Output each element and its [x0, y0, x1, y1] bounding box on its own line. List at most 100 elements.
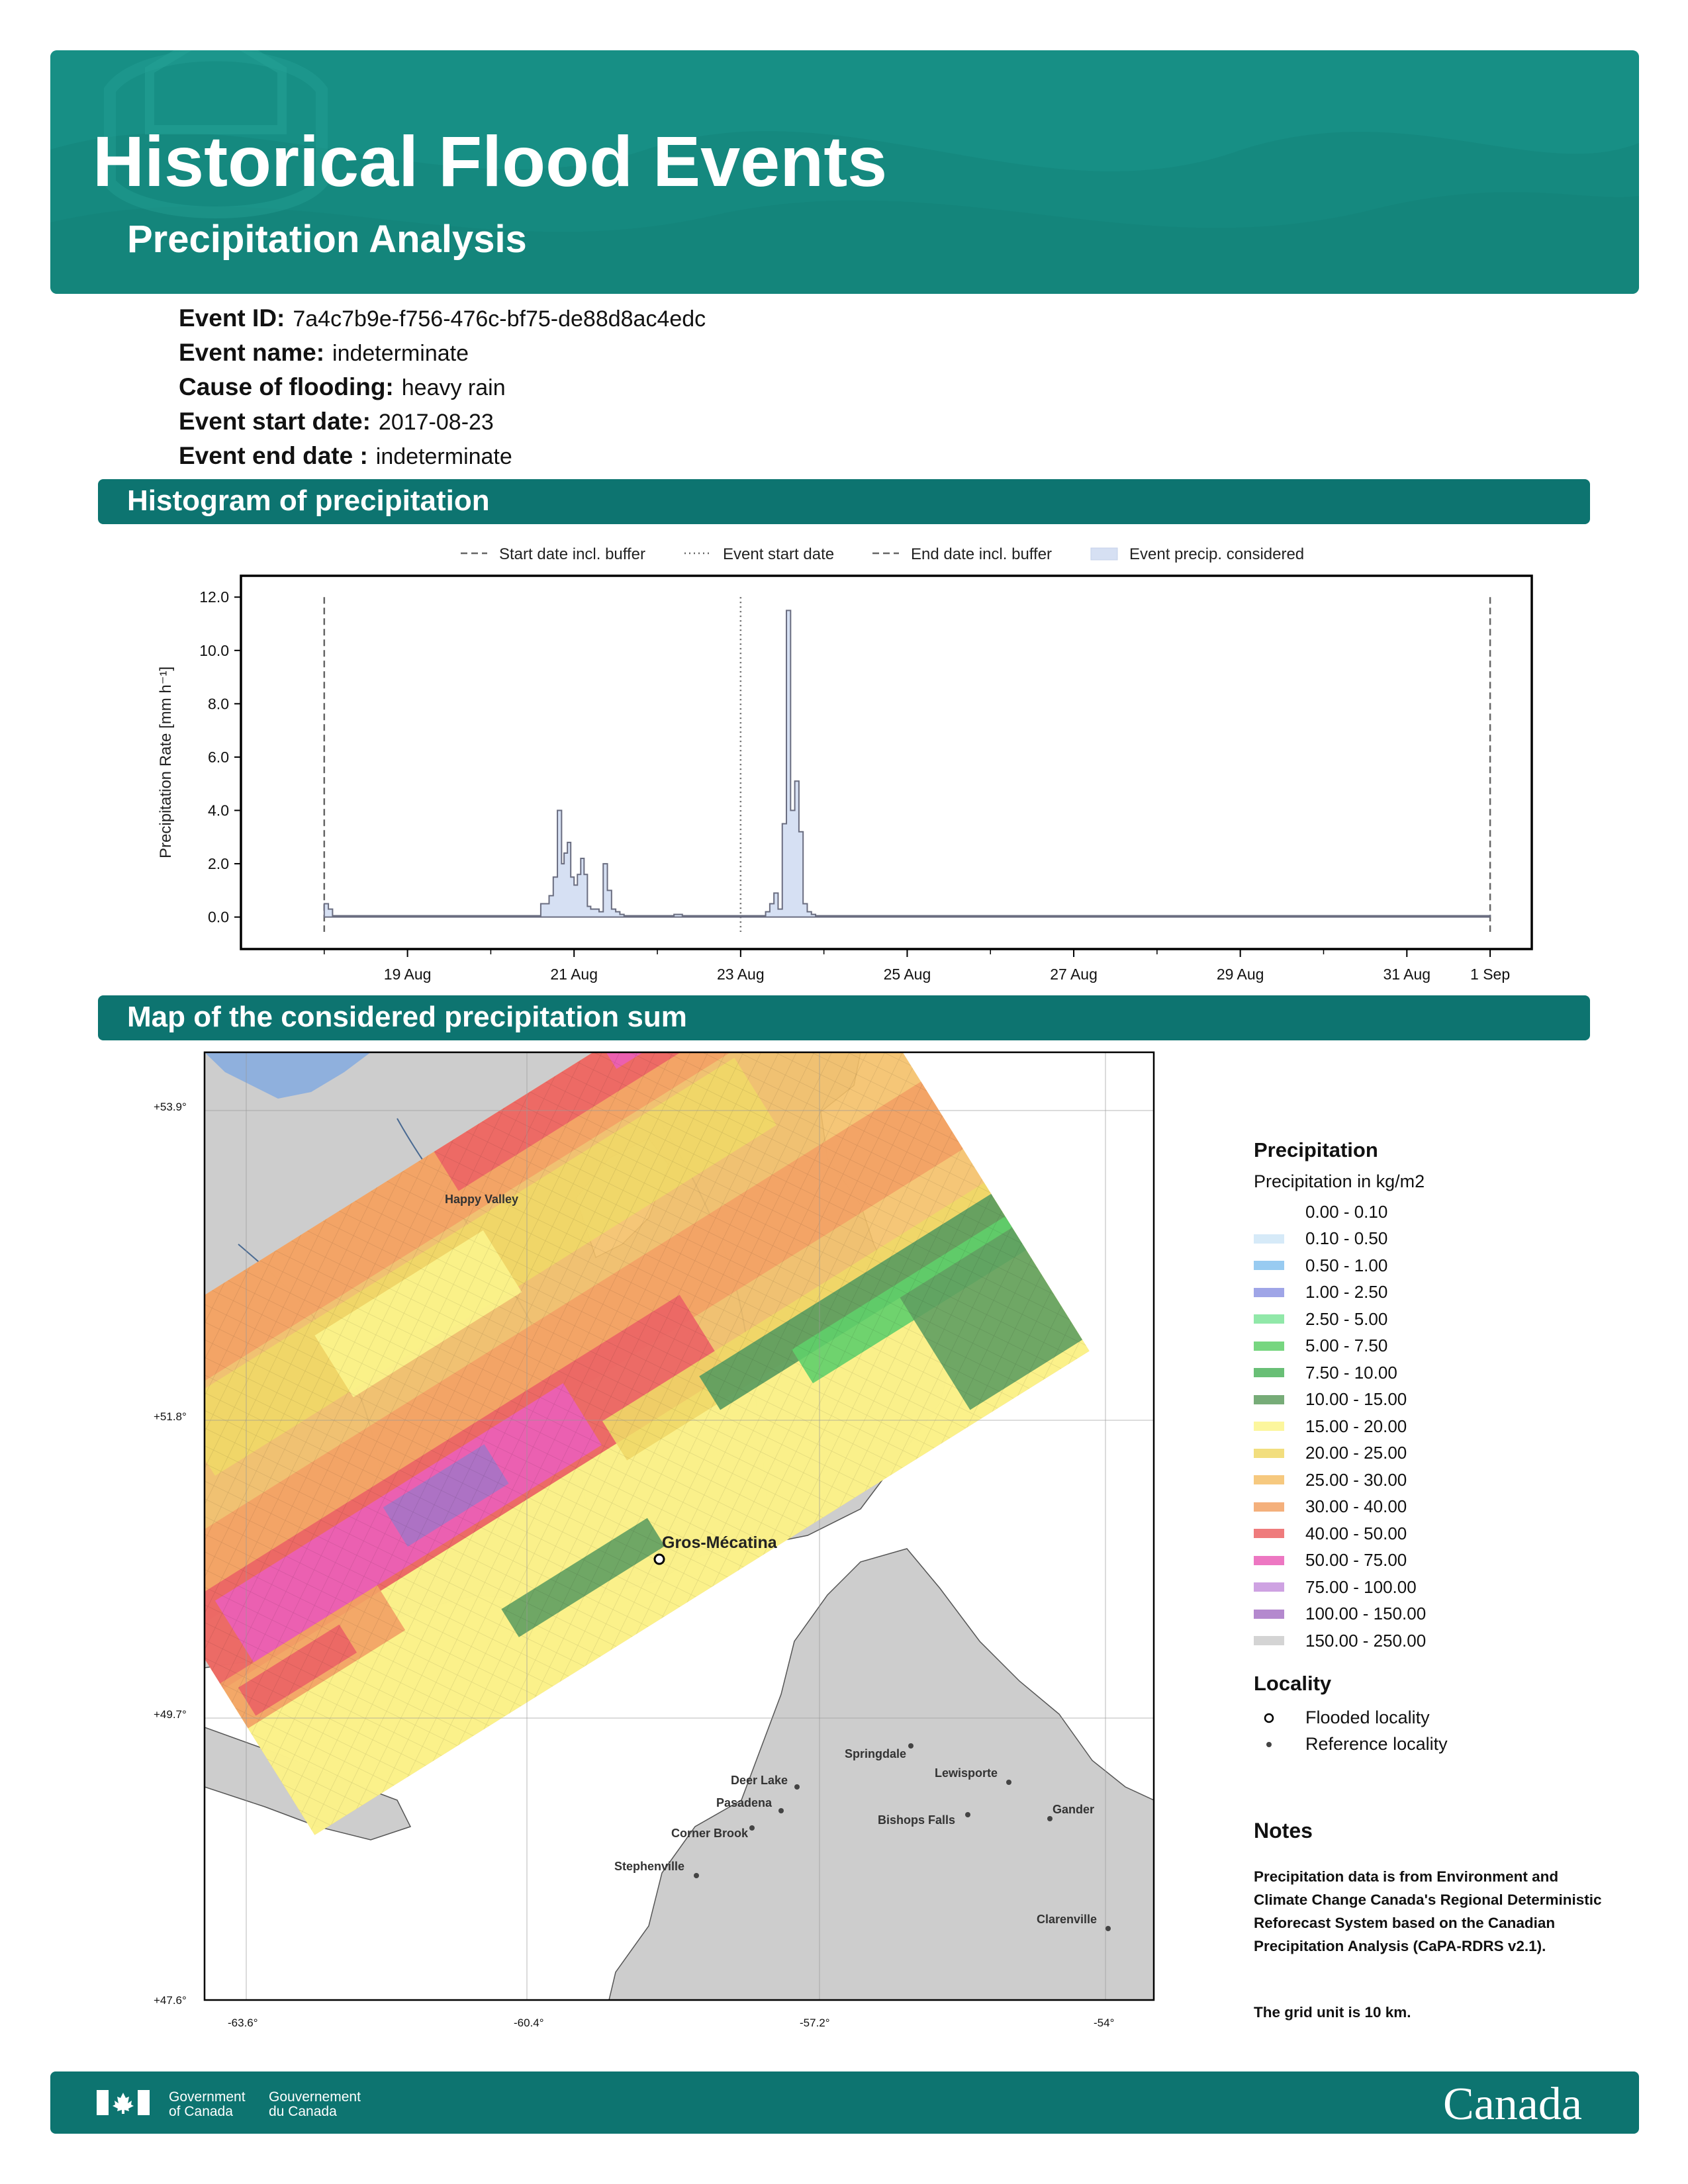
x-tick-label: 1 Sep [1470, 966, 1510, 983]
locality-springdale: Springdale [845, 1747, 906, 1760]
map-legend-subtitle: Precipitation in kg/m2 [1254, 1171, 1425, 1191]
legend-start-buffer-label: Start date incl. buffer [499, 545, 645, 563]
legend-reference-locality: Reference locality [1254, 1731, 1611, 1758]
legend-bin: 1.00 - 2.50 [1254, 1279, 1611, 1306]
legend-bin-swatch [1254, 1529, 1284, 1539]
legend-bin-label: 0.10 - 0.50 [1305, 1228, 1388, 1249]
locality-happy-valley: Happy Valley [445, 1193, 518, 1206]
y-tick-label: 6.0 [208, 749, 229, 766]
precip-histogram-area [323, 610, 1491, 918]
legend-bin: 20.00 - 25.00 [1254, 1440, 1611, 1467]
event-start-row: Event start date: 2017-08-23 [179, 408, 706, 442]
y-tick-label: 4.0 [208, 802, 229, 819]
map-legend: Precipitation Precipitation in kg/m2 0.0… [1254, 1138, 1611, 1758]
legend-bin-swatch [1254, 1314, 1284, 1324]
notes-title: Notes [1254, 1819, 1313, 1843]
legend-bin: 2.50 - 5.00 [1254, 1306, 1611, 1333]
legend-bin: 25.00 - 30.00 [1254, 1467, 1611, 1494]
event-info: Event ID: 7a4c7b9e-f756-476c-bf75-de88d8… [179, 304, 706, 477]
gov-fr-line2: du Canada [269, 2104, 337, 2119]
legend-bin-swatch [1254, 1368, 1284, 1378]
legend-event-start-label: Event start date [723, 545, 834, 563]
histogram-date-markers [323, 597, 1491, 932]
legend-flooded-locality: Flooded locality [1254, 1705, 1611, 1731]
locality-stephenville: Stephenville [614, 1860, 684, 1873]
gov-en-line1: Government [169, 2089, 246, 2105]
map-legend-title: Precipitation [1254, 1138, 1378, 1161]
y-tick-label: 8.0 [208, 695, 229, 712]
x-tick-label: 25 Aug [884, 966, 931, 983]
y-tick-label: 12.0 [199, 588, 229, 606]
map-graticule [205, 1052, 1154, 2000]
y-tick-label: 10.0 [199, 642, 229, 659]
x-tick-label: 27 Aug [1050, 966, 1098, 983]
event-id-row: Event ID: 7a4c7b9e-f756-476c-bf75-de88d8… [179, 304, 706, 339]
legend-bin: 10.00 - 15.00 [1254, 1387, 1611, 1414]
legend-bin-swatch [1254, 1582, 1284, 1592]
locality-pasadena: Pasadena [716, 1796, 773, 1809]
locality-deer-lake: Deer Lake [731, 1774, 788, 1787]
precipitation-map: Happy Valley Springdale Lewisporte Deer … [154, 1051, 1155, 2029]
legend-event-precip-swatch [1090, 547, 1118, 561]
gov-french: Gouvernement du Canada [269, 2090, 361, 2119]
map-content: Happy Valley Springdale Lewisporte Deer … [205, 1052, 1154, 2000]
legend-bin: 15.00 - 20.00 [1254, 1413, 1611, 1440]
histogram-y-label: Precipitation Rate [mm h⁻¹] [157, 666, 175, 858]
locality-legend-title: Locality [1254, 1671, 1332, 1695]
legend-bin-swatch [1254, 1207, 1284, 1217]
event-cause-value: heavy rain [401, 375, 506, 400]
histogram-y-axis: 0.0 2.0 4.0 6.0 8.0 10.0 12.0 [199, 588, 241, 926]
map-legend-items: 0.00 - 0.10 0.10 - 0.50 0.50 - 1.00 1.00 - … [1254, 1199, 1611, 1655]
canada-flag-icon [97, 2090, 150, 2115]
event-cause-row: Cause of flooding: heavy rain [179, 373, 706, 408]
legend-bin: 150.00 - 250.00 [1254, 1627, 1611, 1655]
notes-text: Precipitation data is from Environment a… [1254, 1868, 1602, 1954]
event-id-label: Event ID: [179, 304, 285, 332]
legend-bin-label: 7.50 - 10.00 [1305, 1362, 1397, 1383]
lat-label: +53.9° [154, 1101, 187, 1113]
legend-bin: 50.00 - 75.00 [1254, 1547, 1611, 1574]
lat-label: +49.7° [154, 1708, 187, 1721]
legend-bin-swatch [1254, 1261, 1284, 1271]
legend-bin-swatch [1254, 1555, 1284, 1565]
notes-grid: The grid unit is 10 km. [1254, 2004, 1411, 2021]
event-end-row: Event end date : indeterminate [179, 442, 706, 477]
legend-bin: 0.00 - 0.10 [1254, 1199, 1611, 1226]
flooded-locality-label: Gros-Mécatina [662, 1533, 778, 1552]
legend-bin-label: 20.00 - 25.00 [1305, 1443, 1407, 1463]
locality-bishops-falls: Bishops Falls [878, 1813, 955, 1827]
legend-bin: 7.50 - 10.00 [1254, 1359, 1611, 1387]
gov-fr-line1: Gouvernement [269, 2089, 361, 2105]
gov-english: Government of Canada [169, 2090, 246, 2119]
lake-melville-water [205, 1052, 371, 1099]
page-subtitle: Precipitation Analysis [127, 218, 527, 261]
event-start-label: Event start date: [179, 408, 371, 435]
legend-bin-label: 75.00 - 100.00 [1305, 1576, 1417, 1597]
legend-bin: 75.00 - 100.00 [1254, 1574, 1611, 1601]
legend-bin-label: 2.50 - 5.00 [1305, 1308, 1388, 1329]
event-name-label: Event name: [179, 339, 325, 366]
lon-label: -60.4° [514, 2017, 544, 2029]
precip-grid-overlay [205, 1052, 1090, 1835]
legend-bin-swatch [1254, 1234, 1284, 1244]
histogram-section-header: Histogram of precipitation [98, 479, 1590, 524]
legend-bin: 100.00 - 150.00 [1254, 1601, 1611, 1628]
locality-gander: Gander [1053, 1803, 1094, 1816]
legend-bin-label: 0.00 - 0.10 [1305, 1201, 1388, 1222]
x-tick-label: 19 Aug [384, 966, 432, 983]
event-start-value: 2017-08-23 [378, 410, 494, 435]
legend-bin: 0.50 - 1.00 [1254, 1252, 1611, 1279]
x-tick-label: 21 Aug [550, 966, 598, 983]
legend-bin-label: 5.00 - 7.50 [1305, 1336, 1388, 1356]
map-frame [203, 1051, 1155, 2001]
event-id-value: 7a4c7b9e-f756-476c-bf75-de88d8ac4edc [293, 306, 706, 332]
lat-label: +51.8° [154, 1410, 187, 1423]
map-section-header: Map of the considered precipitation sum [98, 995, 1590, 1040]
legend-bin-label: 25.00 - 30.00 [1305, 1469, 1407, 1490]
histogram-plot-frame [240, 574, 1533, 950]
legend-bin-swatch [1254, 1475, 1284, 1485]
map-axis-labels: +53.9° +51.8° +49.7° +47.6° -63.6° -60.4… [154, 1101, 1114, 2029]
lat-label: +47.6° [154, 1994, 187, 2007]
lon-label: -54° [1094, 2017, 1114, 2029]
gov-en-line2: of Canada [169, 2104, 233, 2119]
